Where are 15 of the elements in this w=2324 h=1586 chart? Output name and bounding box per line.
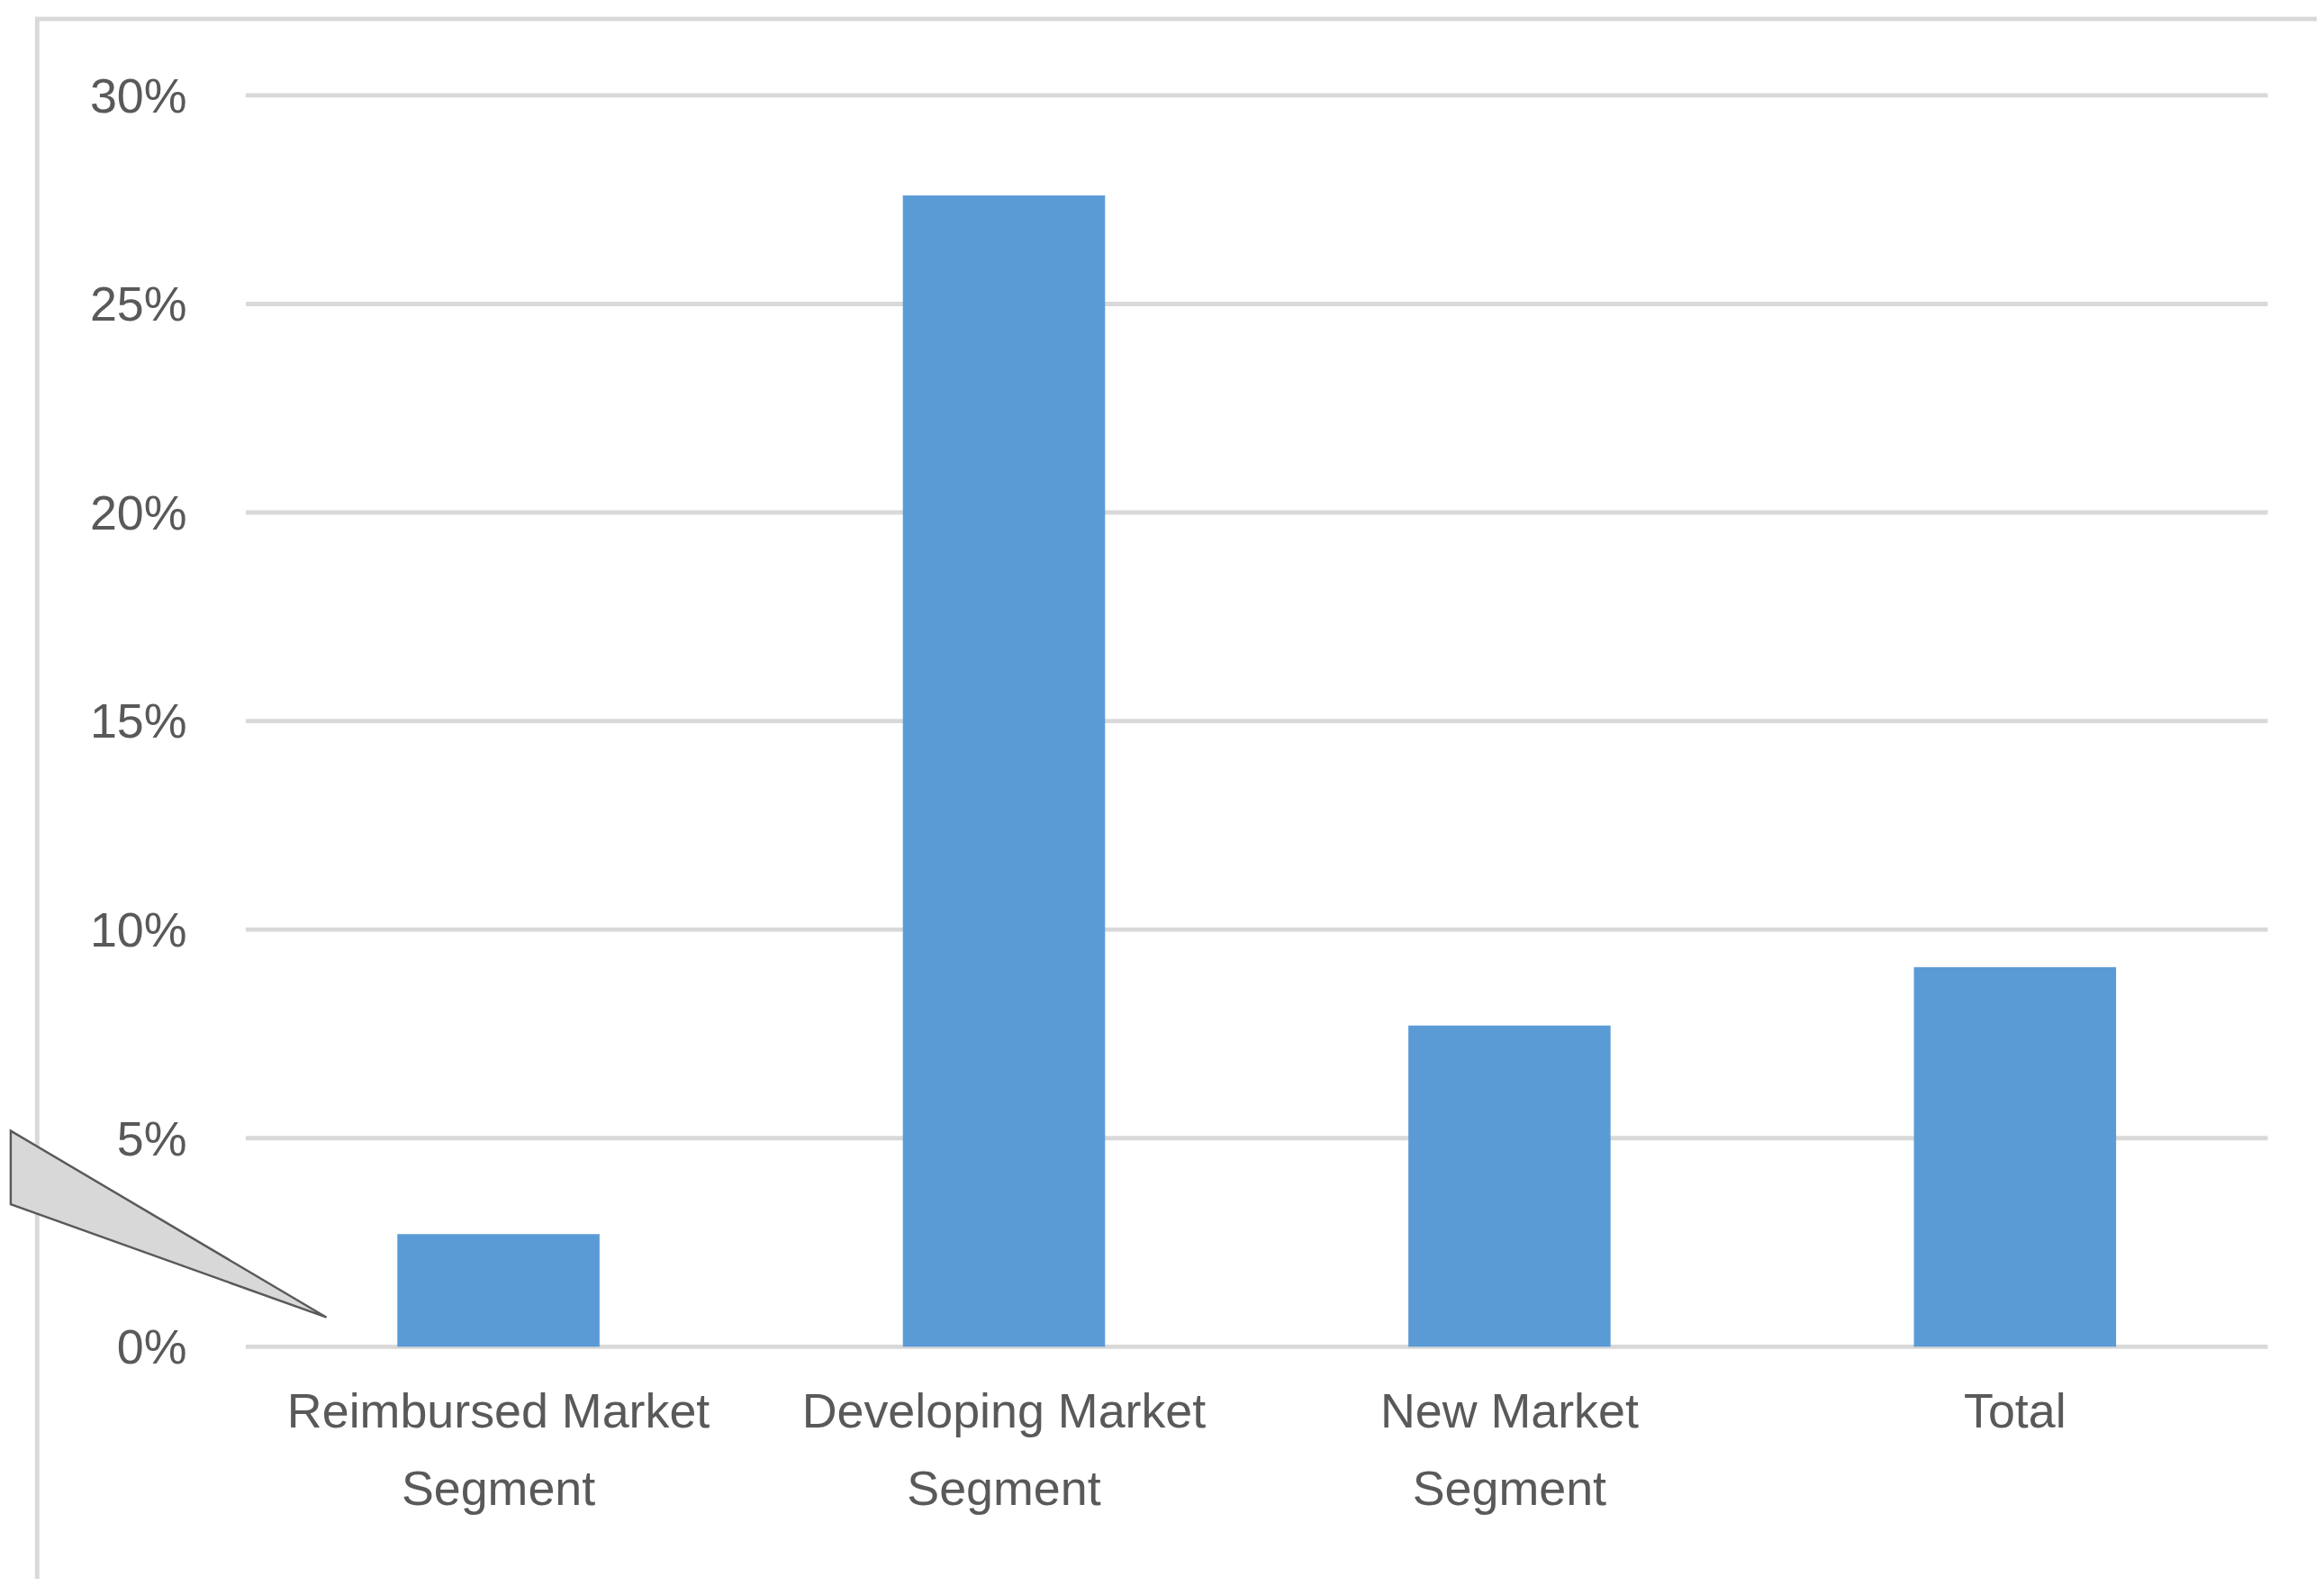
bar <box>397 1234 600 1347</box>
y-tick-label: 15% <box>89 693 187 748</box>
bar <box>1913 966 2117 1347</box>
y-tick-label: 30% <box>89 68 187 122</box>
y-tick-label: 0% <box>116 1319 187 1374</box>
y-tick-label: 5% <box>116 1110 187 1165</box>
x-tick-label: Total <box>1963 1383 2066 1438</box>
y-tick-label: 20% <box>89 485 187 539</box>
bar <box>1408 1025 1611 1347</box>
y-tick-label: 10% <box>89 902 187 956</box>
y-tick-label: 25% <box>89 276 187 331</box>
x-tick-label: Reimbursed Market Segment <box>286 1383 710 1516</box>
bar <box>902 195 1106 1347</box>
x-tick-label: Developing Market Segment <box>801 1383 1207 1516</box>
x-tick-label: New Market Segment <box>1379 1383 1639 1516</box>
